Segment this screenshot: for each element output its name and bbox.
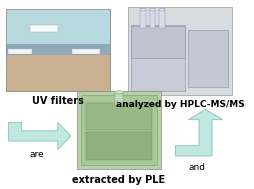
- Ellipse shape: [139, 8, 145, 11]
- Bar: [140, 9, 146, 28]
- Bar: [72, 49, 100, 54]
- Bar: [149, 9, 155, 28]
- Bar: [128, 7, 231, 94]
- Bar: [130, 25, 184, 91]
- Bar: [6, 9, 109, 91]
- Bar: [6, 44, 109, 56]
- Bar: [114, 92, 122, 106]
- Ellipse shape: [149, 8, 155, 11]
- Bar: [86, 132, 151, 160]
- Bar: [29, 25, 58, 32]
- Polygon shape: [175, 109, 222, 156]
- Bar: [188, 30, 227, 87]
- Bar: [6, 9, 109, 91]
- Bar: [81, 94, 156, 165]
- Bar: [8, 49, 32, 54]
- Bar: [86, 102, 151, 130]
- Bar: [76, 91, 161, 169]
- Text: analyzed by HPLC-MS/MS: analyzed by HPLC-MS/MS: [115, 100, 244, 109]
- Ellipse shape: [114, 91, 123, 94]
- Text: are: are: [29, 150, 44, 159]
- Text: UV filters: UV filters: [32, 96, 84, 106]
- Text: extracted by PLE: extracted by PLE: [72, 175, 165, 185]
- Bar: [6, 9, 109, 46]
- Bar: [6, 55, 109, 91]
- Polygon shape: [8, 122, 71, 149]
- Text: and: and: [187, 163, 204, 172]
- Bar: [130, 26, 184, 57]
- Ellipse shape: [158, 8, 164, 11]
- Bar: [158, 9, 164, 28]
